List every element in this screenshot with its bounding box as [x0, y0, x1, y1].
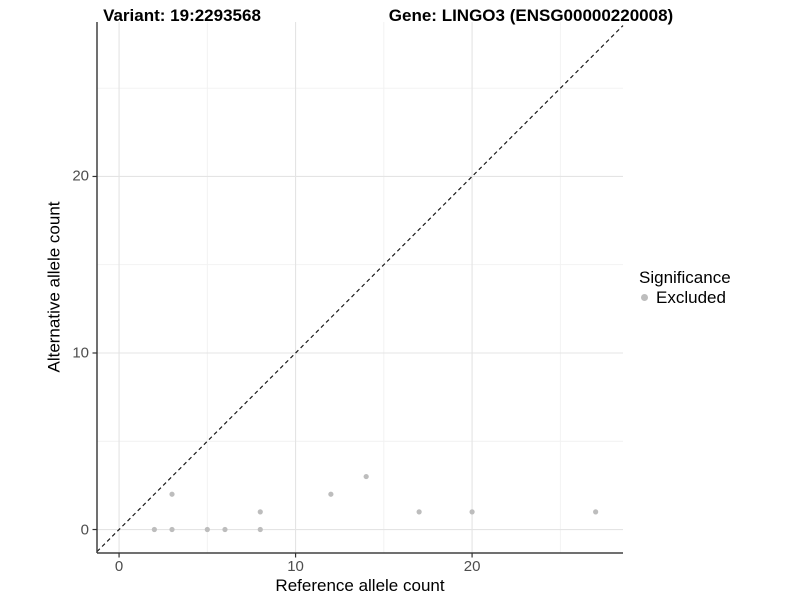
y-tick-label: 0	[80, 521, 89, 539]
legend-item-excluded: Excluded	[637, 288, 731, 307]
legend-title: Significance	[639, 268, 731, 287]
data-point	[151, 526, 157, 533]
data-point	[169, 491, 175, 497]
grid-minor	[97, 22, 623, 553]
identity-line	[96, 25, 624, 553]
x-axis-title: Reference allele count	[275, 576, 445, 595]
data-point	[204, 526, 210, 533]
data-point	[593, 509, 599, 515]
data-point	[328, 491, 334, 497]
plot-title-variant: Variant: 19:2293568	[103, 6, 261, 25]
legend-item-label: Excluded	[656, 288, 726, 307]
y-tick-label: 20	[72, 167, 89, 185]
x-tick-label: 10	[287, 558, 304, 575]
x-tick-label: 0	[114, 558, 124, 575]
grid-major	[97, 22, 623, 553]
data-points	[151, 473, 599, 533]
data-point	[416, 509, 422, 515]
data-point	[257, 509, 263, 515]
data-point	[169, 526, 175, 533]
y-axis-title: Alternative allele count	[44, 201, 64, 373]
x-tick-label: 20	[463, 558, 481, 575]
plot-title-gene: Gene: LINGO3 (ENSG00000220008)	[388, 6, 674, 25]
data-point	[257, 526, 263, 533]
data-point	[222, 526, 228, 533]
data-point	[363, 473, 369, 480]
y-tick-label: 10	[72, 344, 89, 362]
data-point	[469, 509, 475, 515]
legend: Significance Excluded	[637, 268, 731, 307]
legend-point-icon	[641, 294, 648, 301]
tick-marks	[92, 175, 473, 558]
